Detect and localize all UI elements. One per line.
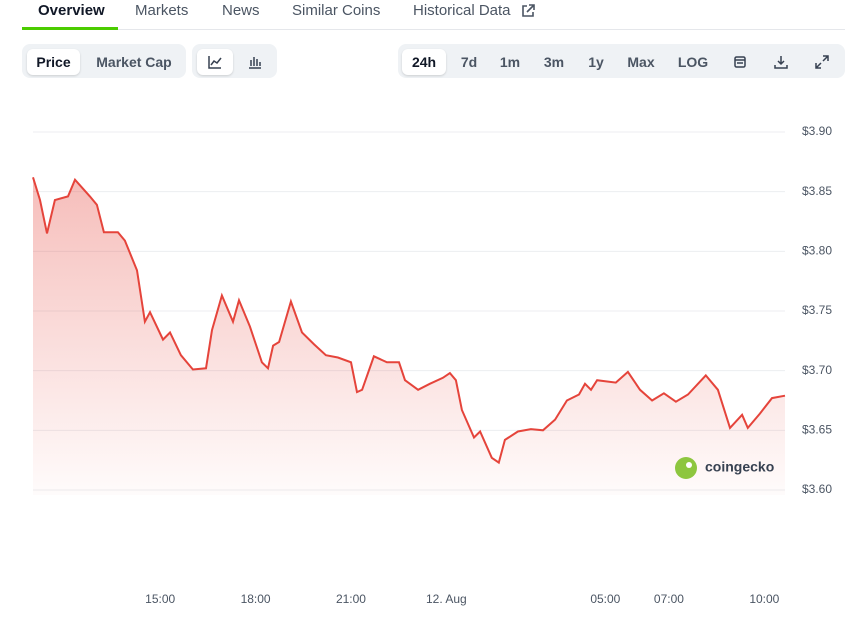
range-button[interactable]: Max <box>627 54 655 70</box>
x-tick-label: 10:00 <box>749 592 779 606</box>
y-tick-label: $3.80 <box>802 244 832 258</box>
tab[interactable]: Overview <box>38 2 105 19</box>
y-tick-label: $3.85 <box>802 184 832 198</box>
price-area <box>33 177 785 496</box>
x-tick-label: 21:00 <box>336 592 366 606</box>
y-tick-label: $3.65 <box>802 423 832 437</box>
x-tick-label: 18:00 <box>241 592 271 606</box>
calendar-icon <box>734 56 746 68</box>
chart: coingecko $3.60 $3.65 $3.70 $3.75 $3.80 $3.85… <box>32 124 832 606</box>
tab[interactable]: Historical Data <box>413 2 511 19</box>
y-tick-label: $3.60 <box>802 482 832 496</box>
y-tick-label: $3.70 <box>802 363 832 377</box>
fullscreen-icon <box>815 55 829 69</box>
tab-divider <box>22 29 845 30</box>
range-button[interactable]: 7d <box>460 54 478 70</box>
tab[interactable]: Markets <box>135 2 189 19</box>
log-button[interactable]: LOG <box>677 54 709 70</box>
watermark-logo <box>675 457 697 479</box>
candle-icon <box>249 57 261 69</box>
candle-chart-button[interactable] <box>237 49 273 75</box>
y-tick-label: $3.90 <box>802 124 832 138</box>
tab[interactable]: Similar Coins <box>292 2 381 19</box>
x-tick-label: 12. Aug <box>426 592 467 606</box>
range-button[interactable]: 3m <box>543 54 565 70</box>
x-tick-label: 07:00 <box>654 592 684 606</box>
range-button[interactable]: 1m <box>499 54 521 70</box>
tab[interactable]: News <box>222 2 260 19</box>
x-tick-label: 05:00 <box>590 592 620 606</box>
download-button[interactable] <box>765 49 797 75</box>
calendar-button[interactable] <box>724 49 756 75</box>
x-tick-label: 15:00 <box>145 592 175 606</box>
toggle[interactable]: Price <box>27 49 80 75</box>
watermark: coingecko <box>705 459 774 475</box>
range-group <box>398 44 845 78</box>
tab-underline <box>22 27 118 30</box>
price-line <box>32 177 786 465</box>
fullscreen-button[interactable] <box>806 49 838 75</box>
external-link-icon <box>522 4 535 17</box>
range-button[interactable]: 24h <box>402 49 446 75</box>
range-button[interactable]: 1y <box>588 54 604 70</box>
line-chart-button[interactable] <box>197 49 233 75</box>
line-icon <box>208 56 222 69</box>
download-icon <box>774 56 788 69</box>
toggle[interactable]: Market Cap <box>96 54 172 70</box>
y-tick-label: $3.75 <box>802 303 832 317</box>
